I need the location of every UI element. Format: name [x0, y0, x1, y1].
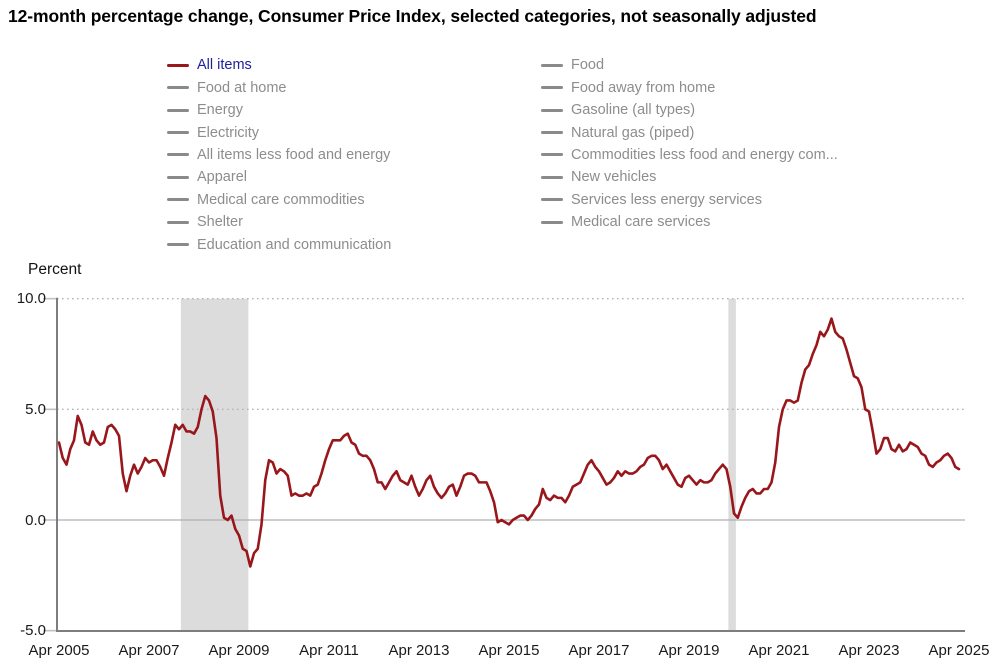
legend-swatch-all-items [167, 63, 189, 67]
x-tick-label: Apr 2009 [208, 642, 270, 659]
legend-swatch [167, 86, 189, 90]
recession-band [180, 298, 249, 631]
legend-label: Medical care services [571, 214, 711, 231]
legend-item-education-and-communication[interactable]: Education and communication [167, 234, 391, 256]
legend-label: Electricity [197, 124, 260, 141]
legend-swatch [167, 220, 189, 224]
x-tick-label: Apr 2005 [28, 642, 90, 659]
legend-swatch [167, 153, 189, 157]
legend-label: Food away from home [571, 79, 716, 96]
legend-label: Food [571, 57, 605, 74]
y-tick-label: 5.0 [25, 400, 46, 418]
legend-swatch [541, 175, 563, 179]
y-tick-label: 0.0 [25, 511, 46, 529]
legend-swatch [541, 198, 563, 202]
legend-swatch [541, 153, 563, 157]
legend-item-food[interactable]: Food [541, 54, 838, 76]
recession-band [728, 298, 736, 631]
legend-item-food-at-home[interactable]: Food at home [167, 76, 391, 98]
legend-swatch [541, 86, 563, 90]
legend-swatch [167, 175, 189, 179]
legend-label: All items less food and energy [197, 146, 391, 163]
legend-item-medical-care-services[interactable]: Medical care services [541, 211, 838, 233]
legend-label: Gasoline (all types) [571, 102, 696, 119]
legend-item-all-items[interactable]: All items [167, 54, 391, 76]
legend-item-electricity[interactable]: Electricity [167, 121, 391, 143]
legend-swatch [541, 131, 563, 135]
x-tick-label: Apr 2019 [658, 642, 720, 659]
series-line-all-items [57, 317, 961, 568]
y-tick-label: -5.0 [20, 622, 46, 640]
legend-swatch [541, 63, 563, 67]
legend-item-energy[interactable]: Energy [167, 99, 391, 121]
legend-label: New vehicles [571, 169, 657, 186]
legend-swatch [167, 131, 189, 135]
y-axis-unit-label: Percent [28, 261, 82, 278]
y-tick-label: 10.0 [16, 290, 46, 308]
legend-item-natural-gas-piped[interactable]: Natural gas (piped) [541, 121, 838, 143]
legend-swatch [167, 243, 189, 247]
legend-label: Natural gas (piped) [571, 124, 695, 141]
x-tick-label: Apr 2015 [478, 642, 540, 659]
x-tick-label: Apr 2025 [928, 642, 990, 659]
legend-label: Apparel [197, 169, 247, 186]
x-tick-label: Apr 2017 [568, 642, 630, 659]
legend-label: Services less energy services [571, 191, 762, 208]
legend-item-commodities-less-food-and-energy[interactable]: Commodities less food and energy com... [541, 144, 838, 166]
legend-swatch [541, 220, 563, 224]
legend-item-apparel[interactable]: Apparel [167, 166, 391, 188]
x-tick-label: Apr 2007 [118, 642, 180, 659]
legend-label: Commodities less food and energy com... [571, 146, 838, 163]
legend-swatch [167, 198, 189, 202]
x-tick-label: Apr 2023 [838, 642, 900, 659]
legend-item-new-vehicles[interactable]: New vehicles [541, 166, 838, 188]
legend-label: All items [197, 57, 252, 74]
legend-swatch [541, 108, 563, 112]
x-tick-label: Apr 2013 [388, 642, 450, 659]
page-title: 12-month percentage change, Consumer Pri… [8, 6, 817, 26]
legend-swatch [167, 108, 189, 112]
legend-item-services-less-energy-services[interactable]: Services less energy services [541, 189, 838, 211]
legend-label: Shelter [197, 214, 243, 231]
legend-label: Food at home [197, 79, 287, 96]
legend-item-all-items-less-food-and-energy[interactable]: All items less food and energy [167, 144, 391, 166]
legend-item-food-away-from-home[interactable]: Food away from home [541, 76, 838, 98]
legend-item-medical-care-commodities[interactable]: Medical care commodities [167, 189, 391, 211]
legend-label: Energy [197, 102, 243, 119]
legend-item-gasoline-all-types[interactable]: Gasoline (all types) [541, 99, 838, 121]
legend-item-shelter[interactable]: Shelter [167, 211, 391, 233]
x-tick-label: Apr 2011 [299, 642, 359, 659]
legend-label: Medical care commodities [197, 191, 365, 208]
legend-column-right: Food Food away from home Gasoline (all t… [541, 54, 838, 234]
legend-column-left: All items Food at home Energy Electricit… [167, 54, 391, 256]
legend-label: Education and communication [197, 236, 392, 253]
x-tick-label: Apr 2021 [748, 642, 810, 659]
